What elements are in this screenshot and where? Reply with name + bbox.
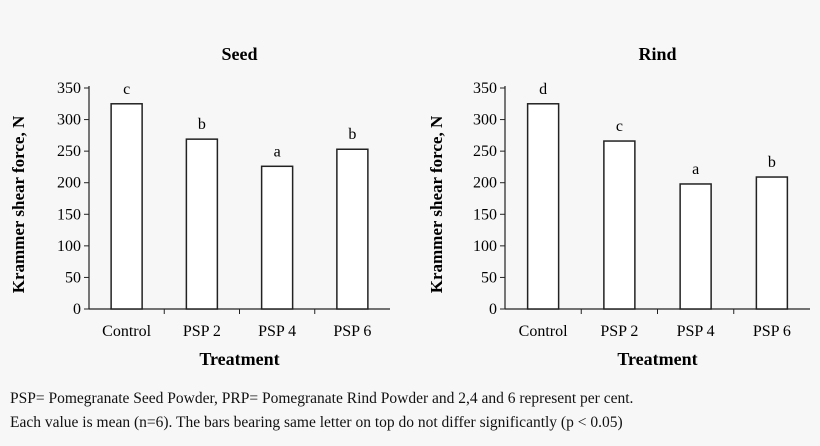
- significance-letter: b: [198, 116, 206, 133]
- bar-control: [526, 103, 560, 310]
- x-axis-label: Treatment: [617, 349, 697, 369]
- y-tick-label: 100: [57, 238, 81, 255]
- y-tick-label: 0: [73, 301, 81, 318]
- bar-control: [110, 103, 143, 310]
- x-tick-label: PSP 4: [677, 323, 715, 340]
- bar-psp-2: [603, 140, 636, 310]
- x-tick-label: PSP 2: [600, 323, 638, 340]
- y-tick-label: 350: [473, 80, 497, 97]
- y-tick-label: 350: [57, 80, 81, 97]
- significance-letter: d: [539, 81, 547, 98]
- significance-letter: a: [692, 161, 699, 178]
- y-tick-label: 150: [473, 206, 497, 223]
- significance-letter: c: [616, 118, 623, 135]
- y-tick-label: 100: [473, 238, 497, 255]
- significance-letter: b: [768, 154, 776, 171]
- chart-figure: Seed Treatment Krammer shear force, N 0 50 10…: [9, 44, 810, 369]
- y-tick-label: 50: [65, 269, 81, 286]
- x-tick-label: PSP 2: [183, 323, 221, 340]
- x-tick-label: PSP 6: [753, 323, 791, 340]
- x-axis-label: Treatment: [199, 349, 279, 369]
- y-tick-label: 300: [57, 112, 81, 129]
- y-tick-label: 200: [473, 175, 497, 192]
- y-tick-label: 300: [473, 112, 497, 129]
- bar-psp-6: [336, 148, 369, 310]
- chart-title: Rind: [638, 44, 676, 64]
- x-tick-label: PSP 6: [333, 323, 371, 340]
- y-tick-label: 0: [489, 301, 497, 318]
- significance-letter: a: [274, 143, 281, 160]
- y-tick-label: 50: [481, 269, 497, 286]
- caption-line-2: Each value is mean (n=6). The bars beari…: [10, 414, 623, 431]
- x-tick-label: PSP 4: [258, 323, 296, 340]
- y-tick-label: 150: [57, 206, 81, 223]
- y-tick-label: 250: [57, 143, 81, 160]
- chart-title: Seed: [222, 44, 258, 64]
- bar-psp-2: [185, 138, 219, 310]
- bar-psp-4: [679, 183, 712, 310]
- y-axis-label: Krammer shear force, N: [9, 115, 28, 293]
- y-axis-label: Krammer shear force, N: [427, 115, 446, 293]
- bar-psp-6: [755, 176, 789, 310]
- x-tick-label: Control: [102, 323, 151, 340]
- bar-psp-4: [260, 165, 294, 310]
- caption-line-1: PSP= Pomegranate Seed Powder, PRP= Pomeg…: [10, 390, 634, 407]
- y-tick-label: 250: [473, 143, 497, 160]
- y-tick-label: 200: [57, 175, 81, 192]
- significance-letter: b: [348, 126, 356, 143]
- significance-letter: c: [123, 81, 130, 98]
- x-tick-label: Control: [519, 323, 568, 340]
